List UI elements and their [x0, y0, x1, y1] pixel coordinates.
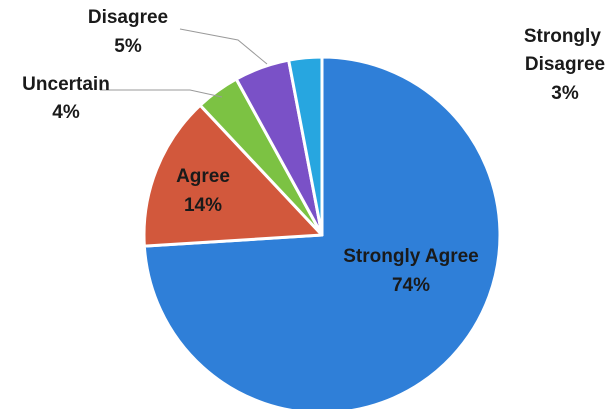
- slice-value-strongly-agree: 74%: [392, 275, 430, 296]
- pie-slice-agree: [142, 103, 324, 248]
- slice-label-strongly-agree: Strongly Agree: [343, 246, 479, 267]
- slice-value-uncertain: 4%: [52, 102, 80, 123]
- pie-slices: [142, 55, 502, 409]
- slice-label-strongly-disagree: Strongly Disagree: [524, 26, 606, 75]
- leader-line-uncertain: [100, 89, 223, 98]
- slice-value-agree: 14%: [184, 195, 222, 216]
- slice-label-strongly-disagree-line2: Disagree: [525, 54, 605, 75]
- pie-slice-strongly-disagree: [287, 55, 324, 237]
- slice-value-disagree: 5%: [114, 36, 142, 57]
- slice-label-uncertain: Uncertain: [22, 74, 110, 95]
- slice-label-agree: Agree: [176, 166, 230, 187]
- slice-label-strongly-disagree-line1: Strongly: [524, 26, 601, 47]
- leader-line-disagree: [179, 28, 268, 65]
- leader-lines: [100, 28, 268, 98]
- slice-label-disagree: Disagree: [88, 7, 168, 28]
- slice-value-strongly-disagree: 3%: [551, 83, 579, 104]
